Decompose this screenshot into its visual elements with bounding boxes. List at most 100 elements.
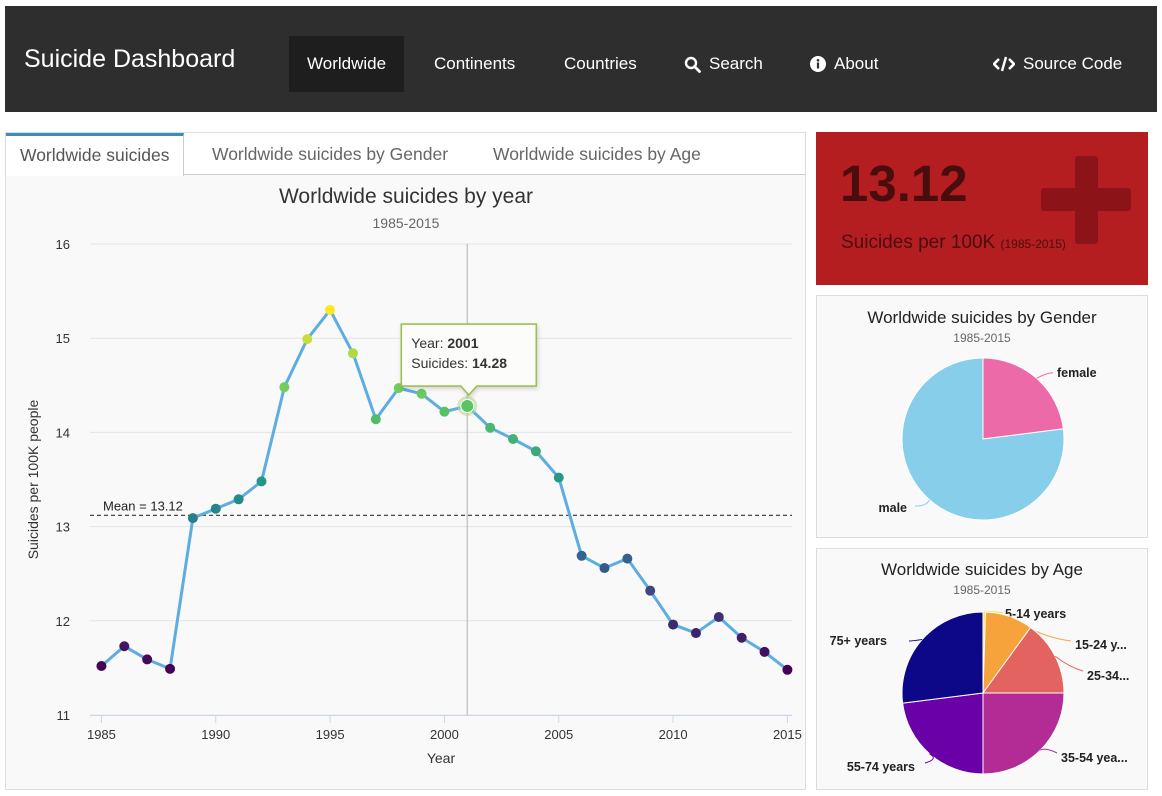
data-point — [759, 646, 770, 657]
kpi-label: Suicides per 100K (1985-2015) — [841, 232, 1066, 254]
tab-worldwide-suicides[interactable]: Worldwide suicides — [6, 133, 185, 176]
gender-chart-title: Worldwide suicides by Gender — [867, 308, 1097, 327]
kpi-period: (1985-2015) — [1000, 237, 1066, 251]
tab-suicides-by-age[interactable]: Worldwide suicides by Age — [493, 144, 701, 164]
line-chart: Worldwide suicides by year 1985-2015 11 1… — [25, 185, 802, 766]
y-tick-label: 13 — [56, 520, 70, 535]
y-tick-label: 16 — [56, 237, 70, 252]
nav-countries-label: Countries — [564, 54, 637, 73]
pie-connector — [914, 499, 930, 507]
navbar: Suicide Dashboard Worldwide Continents C… — [5, 6, 1157, 112]
nav-source-code-label: Source Code — [1023, 54, 1123, 73]
tab-suicides-by-gender[interactable]: Worldwide suicides by Gender — [212, 144, 449, 164]
y-tick-label: 11 — [57, 708, 71, 723]
data-point — [439, 406, 450, 417]
nav-about[interactable]: About — [792, 36, 896, 92]
data-point — [668, 619, 679, 630]
pie-label: 35-54 yea... — [1061, 751, 1128, 765]
data-point — [96, 661, 107, 672]
pie-label: 55-74 years — [847, 760, 915, 774]
data-point — [302, 334, 313, 345]
x-tick-label: 1990 — [201, 727, 230, 742]
pie-label: 5-14 years — [1005, 607, 1066, 621]
chart-tabs: Worldwide suicides Worldwide suicides by… — [6, 133, 805, 176]
x-tick-label: 2005 — [544, 727, 573, 742]
y-tick-label: 12 — [56, 614, 70, 629]
pie-connector — [908, 638, 923, 642]
nav-source-code[interactable]: Source Code — [975, 36, 1140, 92]
kpi-box: 13.12 Suicides per 100K (1985-2015) — [816, 132, 1148, 285]
nav-worldwide[interactable]: Worldwide — [289, 36, 405, 92]
pie-label: 75+ years — [830, 634, 887, 648]
data-point — [599, 563, 610, 574]
x-tick-label: 2010 — [659, 727, 688, 742]
data-point — [279, 382, 290, 393]
gender-chart-subtitle: 1985-2015 — [953, 331, 1011, 345]
data-point — [142, 654, 153, 665]
nav-worldwide-label: Worldwide — [307, 54, 387, 73]
pie-connector — [1039, 748, 1058, 754]
data-point — [210, 503, 221, 514]
data-point — [370, 414, 381, 425]
nav-continents[interactable]: Continents — [416, 36, 533, 92]
pie-label: female — [1057, 366, 1097, 380]
nav-continents-label: Continents — [434, 54, 516, 73]
pie-label: 25-34... — [1087, 669, 1129, 683]
tooltip-box — [400, 323, 538, 397]
data-point — [233, 494, 244, 505]
age-chart-subtitle: 1985-2015 — [953, 583, 1011, 597]
search-icon — [684, 56, 701, 73]
data-point — [530, 446, 541, 457]
y-tick-label: 14 — [56, 425, 70, 440]
data-point — [690, 628, 701, 639]
pie-slice — [982, 692, 1065, 775]
nav-search[interactable]: Search — [666, 36, 781, 92]
pie-label: male — [879, 501, 908, 515]
gender-chart-box: Worldwide suicides by Gender 1985-2015 f… — [816, 295, 1148, 538]
chart-subtitle: 1985-2015 — [373, 215, 440, 231]
data-point — [622, 553, 633, 564]
main-chart-panel: Worldwide suicides Worldwide suicides by… — [5, 132, 806, 790]
x-tick-label: 1985 — [87, 727, 116, 742]
data-point — [576, 550, 587, 561]
nav-search-label: Search — [709, 54, 763, 73]
mean-label: Mean = 13.12 — [103, 498, 183, 513]
info-icon — [810, 56, 826, 72]
tooltip-value: Suicides: 14.28 — [411, 355, 507, 371]
nav-about-label: About — [834, 54, 879, 73]
data-point — [460, 399, 475, 414]
pie-connector — [1054, 655, 1084, 672]
x-tick-label: 2000 — [430, 727, 459, 742]
nav-countries[interactable]: Countries — [546, 36, 655, 92]
data-point — [347, 348, 358, 359]
pie-connector — [924, 753, 934, 764]
pie-slice — [982, 357, 1064, 440]
data-point — [713, 612, 724, 623]
y-axis-label: Suicides per 100K people — [25, 400, 41, 560]
pie-connector — [1008, 615, 1072, 642]
pie-slice — [982, 626, 1065, 694]
age-chart-title: Worldwide suicides by Age — [881, 560, 1083, 579]
pie-slice — [901, 357, 1065, 521]
data-point — [416, 388, 427, 399]
data-point — [485, 422, 496, 433]
pie-slice — [901, 611, 984, 704]
data-point — [256, 476, 267, 487]
tooltip-year: Year: 2001 — [411, 335, 478, 351]
age-pie-chart: 5-14 years 15-24 y... 25-34... 35-54 yea...… — [830, 607, 1129, 775]
gender-pie-chart: female male — [879, 357, 1097, 521]
code-icon — [993, 56, 1015, 72]
app-brand[interactable]: Suicide Dashboard — [24, 45, 236, 73]
data-point — [325, 304, 336, 315]
pie-label: 15-24 y... — [1075, 638, 1127, 652]
age-chart-box: Worldwide suicides by Age 1985-2015 5-14… — [816, 548, 1148, 790]
data-point — [645, 585, 656, 596]
pie-connector — [1036, 372, 1054, 379]
y-tick-label: 15 — [56, 331, 70, 346]
data-point — [782, 664, 793, 675]
kpi-label-text: Suicides per 100K — [841, 232, 996, 253]
x-axis-label: Year — [427, 750, 456, 766]
data-point — [508, 433, 519, 444]
chart-title: Worldwide suicides by year — [279, 185, 533, 208]
data-point — [165, 663, 176, 674]
